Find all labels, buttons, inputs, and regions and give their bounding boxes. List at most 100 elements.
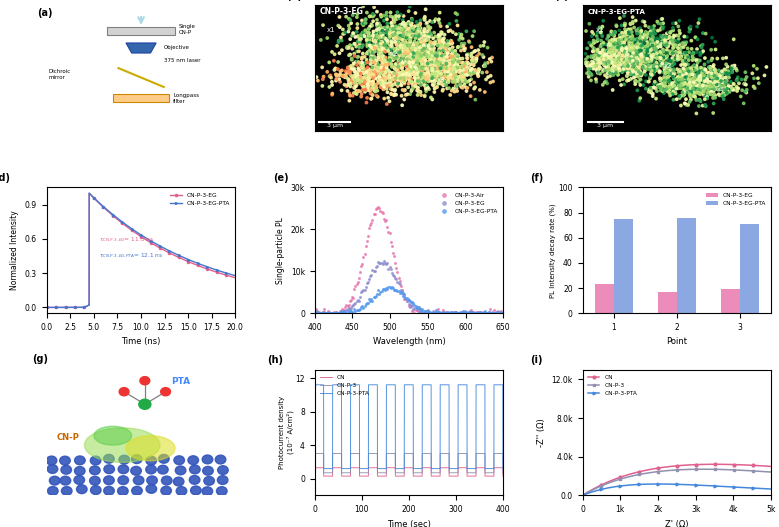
Point	[397, 69, 410, 77]
Point	[700, 75, 712, 83]
CN-P-3-EG-PTA	[473, 309, 485, 317]
Point	[338, 81, 351, 89]
Point	[619, 46, 631, 55]
CN-P-3-EG-PTA	[364, 297, 376, 306]
Point	[605, 43, 617, 52]
Point	[359, 68, 372, 76]
Point	[389, 37, 401, 46]
CN-P-3-EG	[378, 257, 390, 266]
Point	[397, 60, 409, 68]
Point	[400, 63, 413, 71]
Point	[393, 31, 405, 40]
Point	[347, 29, 360, 37]
Point	[393, 40, 406, 48]
Point	[419, 52, 432, 60]
Point	[605, 40, 618, 48]
Point	[684, 70, 696, 79]
CN-P-3-EG	[398, 292, 411, 300]
Point	[400, 34, 413, 43]
Point	[615, 44, 628, 52]
CN-P-3-Air	[347, 294, 359, 302]
Point	[404, 36, 416, 44]
CN-P-3-EG	[364, 272, 376, 280]
Point	[370, 91, 382, 100]
Point	[404, 32, 416, 41]
Point	[425, 65, 437, 74]
CN-P-3-EG-PTA	[42, 304, 51, 310]
CN-P-3-EG	[363, 275, 375, 283]
Point	[371, 86, 383, 95]
Point	[667, 89, 679, 97]
CN-P-3-EG	[476, 309, 488, 317]
Point	[426, 58, 439, 67]
Point	[402, 47, 414, 55]
Point	[348, 50, 361, 58]
Point	[587, 47, 599, 55]
Point	[728, 63, 740, 72]
Point	[355, 64, 368, 72]
CN-P-3-EG-PTA	[331, 309, 344, 317]
Point	[675, 92, 687, 100]
Point	[691, 65, 703, 74]
Point	[350, 42, 362, 51]
Point	[641, 38, 654, 46]
Point	[598, 78, 611, 86]
Point	[344, 35, 357, 43]
Point	[389, 85, 401, 94]
Point	[619, 47, 631, 55]
Point	[415, 51, 428, 60]
Point	[627, 48, 640, 57]
Point	[655, 48, 668, 57]
Point	[688, 72, 700, 80]
CN-P-3-EG	[457, 308, 470, 317]
Point	[621, 60, 633, 68]
Point	[413, 46, 425, 55]
Point	[397, 43, 409, 52]
Point	[661, 74, 674, 82]
Point	[428, 17, 440, 25]
Point	[411, 47, 423, 56]
Point	[400, 27, 413, 35]
Point	[421, 64, 433, 73]
Point	[611, 63, 623, 71]
Point	[404, 60, 416, 69]
Point	[712, 76, 724, 84]
Point	[464, 38, 476, 47]
Point	[619, 62, 632, 70]
Point	[631, 40, 643, 48]
Point	[397, 71, 409, 79]
Point	[629, 57, 642, 65]
Point	[452, 52, 464, 60]
CN	[449, 473, 459, 479]
Point	[419, 64, 432, 73]
Point	[367, 36, 379, 45]
Point	[446, 46, 458, 55]
Point	[407, 84, 419, 93]
CN-P-3-EG	[400, 296, 413, 305]
Point	[679, 85, 691, 94]
Point	[361, 37, 373, 46]
Point	[419, 69, 432, 77]
Point	[351, 76, 364, 84]
Point	[629, 45, 642, 54]
Point	[400, 60, 413, 69]
Point	[626, 51, 639, 59]
CN-P-3-Air	[386, 241, 398, 250]
Point	[668, 66, 680, 75]
Point	[456, 34, 469, 43]
Point	[594, 48, 606, 56]
Point	[623, 60, 636, 68]
Point	[654, 49, 666, 57]
Point	[614, 48, 626, 56]
Point	[454, 72, 467, 80]
Point	[689, 33, 702, 42]
Point	[608, 42, 620, 50]
Point	[438, 66, 450, 74]
Point	[696, 69, 708, 77]
Point	[644, 37, 657, 45]
Point	[379, 53, 392, 62]
Point	[613, 76, 626, 85]
Point	[657, 32, 670, 41]
Point	[669, 19, 682, 27]
Point	[646, 56, 658, 65]
